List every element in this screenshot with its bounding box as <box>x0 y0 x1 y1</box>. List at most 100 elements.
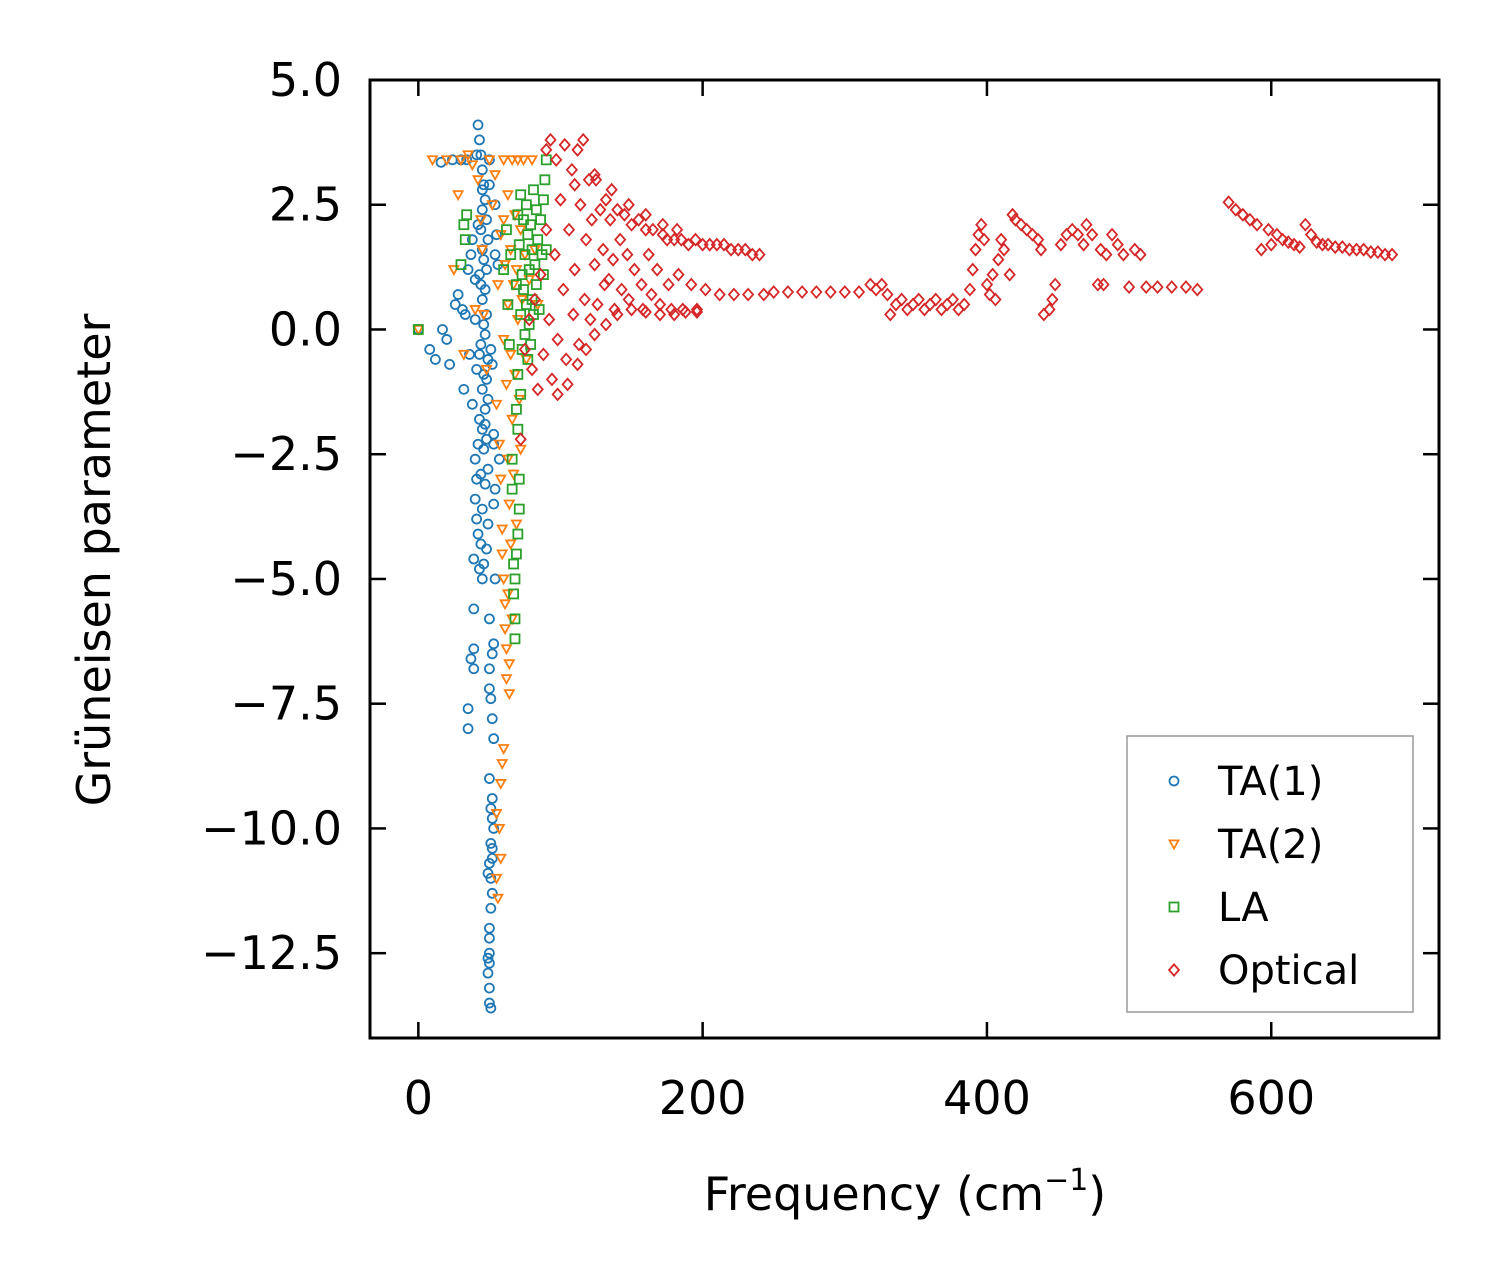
data-point <box>526 294 538 305</box>
data-point <box>469 453 481 465</box>
data-point <box>489 249 501 261</box>
data-point <box>531 382 544 397</box>
data-point <box>588 327 601 342</box>
data-point <box>510 519 523 531</box>
data-point <box>472 528 484 540</box>
data-point <box>1191 282 1204 297</box>
data-point <box>508 558 519 570</box>
data-point <box>1100 247 1113 262</box>
data-point <box>534 267 547 282</box>
data-point <box>594 202 607 217</box>
data-point <box>512 528 524 540</box>
data-point <box>615 282 628 297</box>
y-tick-label: −12.5 <box>201 926 342 980</box>
data-point <box>525 219 537 231</box>
data-point <box>542 312 556 327</box>
data-point <box>568 177 581 192</box>
data-point <box>476 204 488 216</box>
data-point <box>574 197 587 212</box>
data-point <box>550 152 563 167</box>
data-point <box>437 324 448 335</box>
data-point <box>513 394 526 406</box>
data-point <box>488 428 500 440</box>
data-point <box>484 922 495 934</box>
data-point <box>484 932 495 944</box>
data-point <box>494 474 507 486</box>
data-point <box>476 383 488 395</box>
data-point <box>538 269 549 280</box>
data-point <box>579 232 593 247</box>
data-point <box>501 224 512 236</box>
data-point <box>1080 217 1093 232</box>
legend-entries: TA(1) TA(2) LA Optical <box>1167 759 1359 994</box>
series-optical <box>514 132 1399 447</box>
data-point <box>484 683 495 695</box>
data-point <box>642 247 655 262</box>
data-point <box>558 137 571 152</box>
data-point <box>1014 217 1028 232</box>
data-point <box>520 199 532 211</box>
data-point <box>486 842 498 854</box>
data-point <box>471 363 483 375</box>
data-point <box>1105 227 1119 242</box>
data-point <box>494 853 507 865</box>
data-point <box>1097 277 1110 292</box>
data-point <box>474 269 485 280</box>
data-point <box>490 808 503 820</box>
data-point <box>465 249 477 261</box>
data-point <box>488 733 500 745</box>
data-point <box>503 339 515 350</box>
data-point <box>757 287 770 302</box>
data-point <box>1179 280 1193 295</box>
data-point <box>484 957 495 969</box>
data-point <box>478 254 490 266</box>
data-point <box>462 703 474 715</box>
data-point <box>824 285 837 300</box>
data-point <box>599 192 613 207</box>
data-point <box>689 232 702 247</box>
data-point <box>452 190 465 202</box>
x-axis-label-main: Frequency (cm <box>704 1167 1044 1221</box>
data-point <box>1287 237 1301 252</box>
data-point <box>497 574 510 586</box>
data-point <box>1250 217 1264 232</box>
data-point <box>685 277 698 292</box>
data-point <box>501 190 514 202</box>
x-axis-label: Frequency (cm−1) <box>704 1163 1107 1221</box>
data-point <box>481 543 492 555</box>
data-point <box>588 257 601 272</box>
data-point <box>717 237 731 252</box>
data-point <box>1236 207 1249 222</box>
data-point <box>503 499 516 511</box>
data-point <box>412 324 425 336</box>
data-point <box>484 613 495 625</box>
data-point <box>511 155 524 167</box>
data-point <box>478 179 490 191</box>
data-point <box>538 194 549 206</box>
data-point <box>1043 302 1056 317</box>
data-point <box>1094 242 1107 257</box>
data-point <box>486 648 498 660</box>
data-point <box>484 773 495 784</box>
data-point <box>475 339 487 350</box>
data-point <box>554 192 567 207</box>
data-point <box>459 309 471 320</box>
data-point <box>512 423 524 435</box>
data-point <box>489 573 501 585</box>
x-axis-label-end: ) <box>1088 1167 1106 1221</box>
data-point <box>537 347 550 362</box>
data-point <box>515 309 527 320</box>
data-point <box>1270 227 1284 242</box>
data-point <box>472 175 485 187</box>
data-point <box>535 214 546 226</box>
data-point <box>468 553 480 565</box>
data-point <box>545 372 559 387</box>
y-axis-label: Grüneisen parameter <box>67 313 121 806</box>
data-point <box>946 292 959 307</box>
y-tick-label: 0.0 <box>269 302 342 356</box>
data-point <box>488 498 500 510</box>
data-point <box>504 349 517 361</box>
data-point <box>440 155 453 167</box>
data-point <box>588 167 601 182</box>
